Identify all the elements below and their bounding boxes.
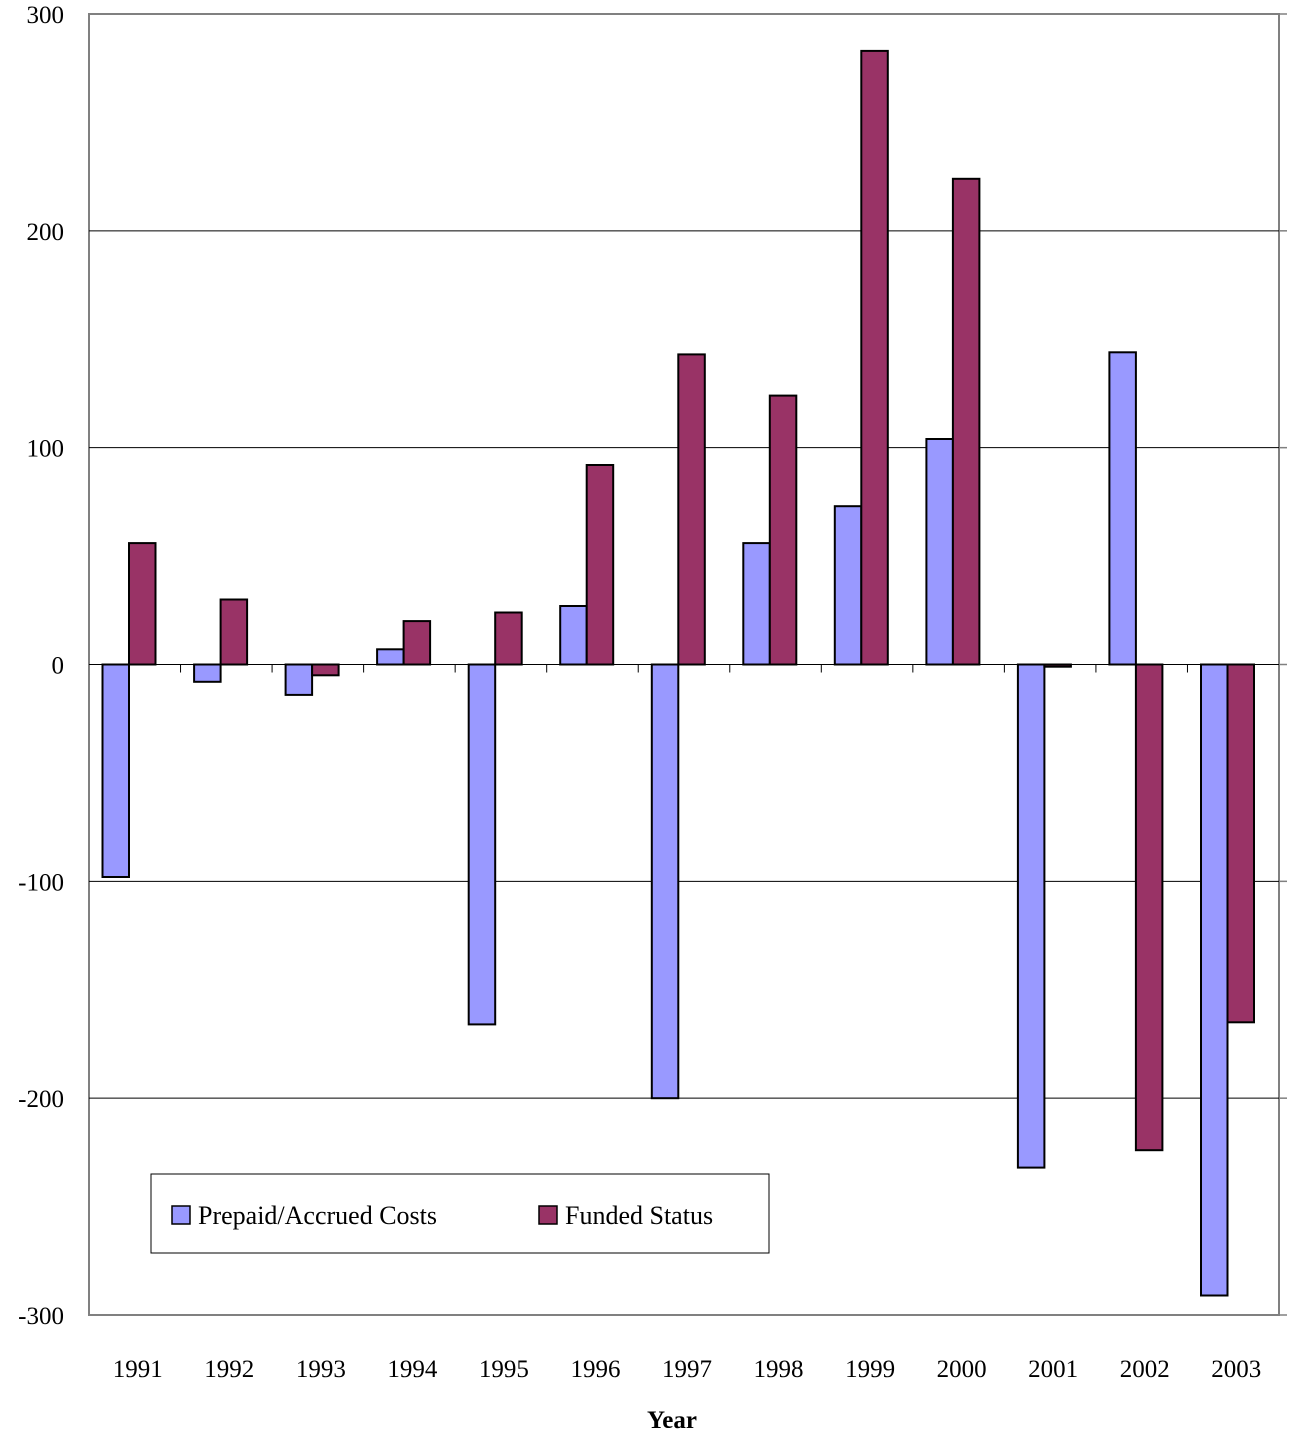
- legend-box: [150, 1173, 770, 1254]
- legend-label-funded-status: Funded Status: [565, 1201, 713, 1230]
- bar-prepaid-accrued-costs-2002: [1108, 351, 1137, 666]
- y-tick-label: 200: [27, 219, 65, 246]
- x-tick-label-1993: 1993: [296, 1356, 346, 1383]
- bar-funded-status-1999: [860, 49, 889, 666]
- x-axis-tick-labels: 1991 1992 1993 1994 1995 1996 1997 1998 1999 2000…: [113, 1356, 1261, 1383]
- bar-funded-status-2000: [951, 177, 981, 666]
- bar-funded-status-1995: [494, 611, 523, 666]
- bar-prepaid-accrued-costs-1994: [376, 648, 405, 666]
- bar-prepaid-accrued-costs-1997: [650, 663, 680, 1100]
- bar-prepaid-accrued-costs-1995: [467, 663, 497, 1026]
- legend: Prepaid/Accrued Costs Funded Status: [150, 1173, 770, 1254]
- bar-funded-status-2002: [1134, 663, 1164, 1152]
- x-tick-label-2001: 2001: [1028, 1356, 1078, 1383]
- bar-funded-status-1994: [402, 620, 432, 666]
- x-tick-label-2000: 2000: [937, 1356, 987, 1383]
- bar-funded-status-1993: [311, 663, 340, 677]
- legend-swatch-prepaid-accrued-costs: [171, 1205, 191, 1225]
- bar-prepaid-accrued-costs-1991: [101, 663, 130, 878]
- x-tick-label-1999: 1999: [845, 1356, 895, 1383]
- bar-funded-status-1998: [768, 394, 798, 666]
- bar-prepaid-accrued-costs-1996: [559, 605, 588, 666]
- legend-swatch-funded-status: [538, 1205, 558, 1225]
- y-tick-label: 300: [27, 2, 65, 29]
- y-tick-marks: [1279, 13, 1287, 1316]
- bar-prepaid-accrued-costs-1998: [742, 542, 771, 666]
- x-tick-label-1997: 1997: [662, 1356, 712, 1383]
- legend-label-prepaid-accrued-costs: Prepaid/Accrued Costs: [198, 1201, 437, 1230]
- x-tick-label-1992: 1992: [204, 1356, 254, 1383]
- x-axis-title: Year: [647, 1407, 697, 1434]
- x-tick-label-1998: 1998: [754, 1356, 804, 1383]
- y-tick-label: -300: [18, 1303, 64, 1330]
- bar-prepaid-accrued-costs-1999: [833, 505, 863, 666]
- x-tick-label-1991: 1991: [113, 1356, 163, 1383]
- bar-prepaid-accrued-costs-2000: [925, 438, 954, 666]
- y-tick-label: 0: [52, 653, 65, 680]
- bar-funded-status-1996: [585, 464, 615, 666]
- x-tick-label-1995: 1995: [479, 1356, 529, 1383]
- bar-prepaid-accrued-costs-1992: [193, 663, 222, 683]
- y-tick-label: -200: [18, 1086, 64, 1113]
- x-tick-label-2003: 2003: [1211, 1356, 1261, 1383]
- bar-funded-status-2003: [1226, 663, 1255, 1024]
- bar-prepaid-accrued-costs-2001: [1016, 663, 1046, 1169]
- bar-prepaid-accrued-costs-1993: [284, 663, 314, 696]
- bar-funded-status-1991: [128, 542, 157, 666]
- bar-prepaid-accrued-costs-2003: [1200, 663, 1229, 1297]
- bar-funded-status-1997: [677, 353, 706, 666]
- y-tick-label: 100: [27, 436, 65, 463]
- x-tick-label-2002: 2002: [1120, 1356, 1170, 1383]
- x-tick-label-1996: 1996: [570, 1356, 620, 1383]
- y-axis-tick-labels: 300 200 100 0 -100 -200 -300: [18, 2, 64, 1330]
- x-tick-marks: [180, 664, 1188, 673]
- y-tick-label: -100: [18, 869, 64, 896]
- x-tick-label-1994: 1994: [387, 1356, 438, 1383]
- bar-funded-status-1992: [219, 598, 249, 666]
